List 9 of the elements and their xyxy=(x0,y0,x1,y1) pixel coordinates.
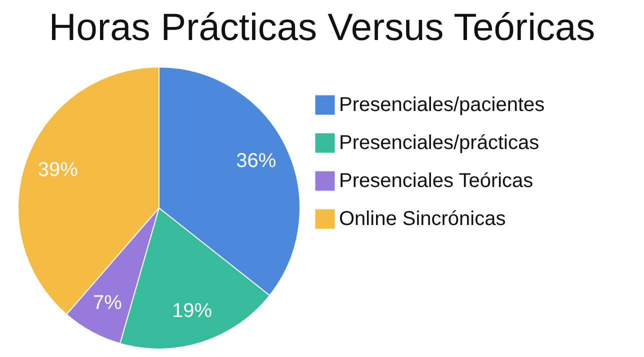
chart-title: Horas Prácticas Versus Teóricas xyxy=(48,7,596,49)
legend-label: Online Sincrónicas xyxy=(339,208,506,230)
data-label: 7% xyxy=(92,292,122,314)
data-label: 39% xyxy=(38,159,78,182)
legend-label: Presenciales/prácticas xyxy=(339,132,540,154)
legend-label: Presenciales/pacientes xyxy=(339,94,545,116)
legend-label: Presenciales Teóricas xyxy=(339,170,534,192)
data-label: 19% xyxy=(172,300,212,322)
data-label: 36% xyxy=(236,150,276,172)
